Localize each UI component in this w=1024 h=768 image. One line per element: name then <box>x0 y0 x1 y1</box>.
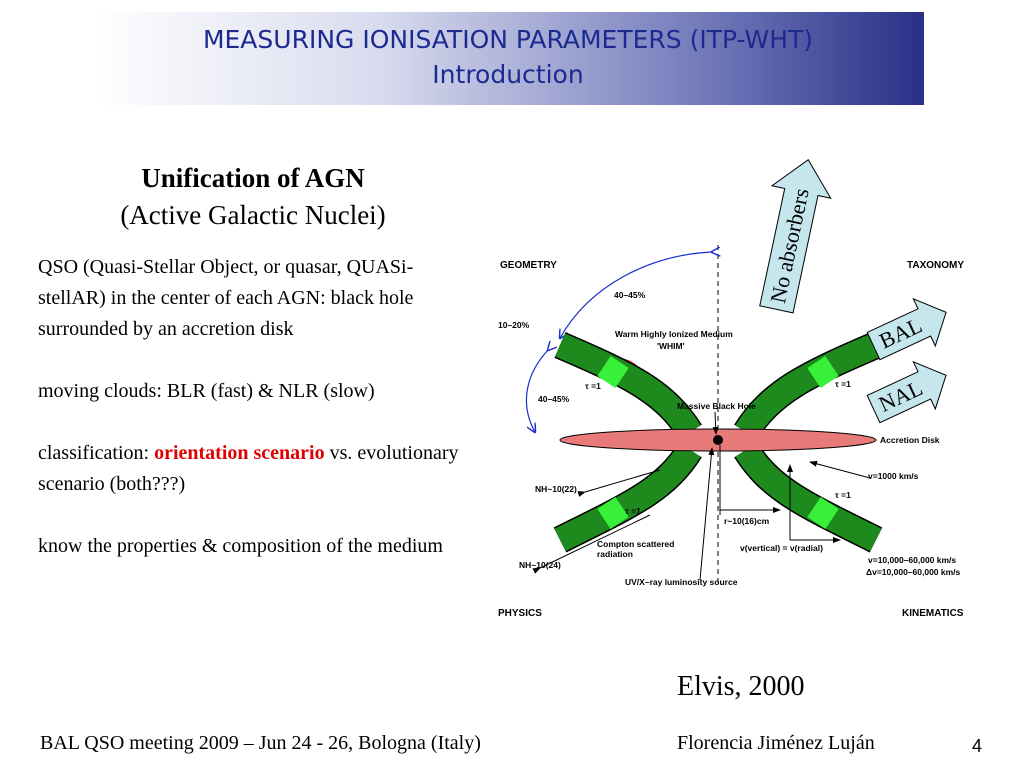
label: τ =1 <box>585 381 601 391</box>
subtitle: Introduction <box>432 60 584 89</box>
page-number: 4 <box>972 736 983 756</box>
label: 10–20% <box>498 320 530 330</box>
label: v(vertical) = v(radial) <box>740 543 823 553</box>
label: Compton scattered <box>597 539 674 549</box>
black-hole <box>713 435 723 445</box>
highlight: orientation scenario <box>154 442 325 464</box>
footer-author: Florencia Jiménez Luján <box>677 732 875 754</box>
label: radiation <box>597 549 633 559</box>
label: Accretion Disk <box>880 435 940 445</box>
paragraph: QSO (Quasi-Stellar Object, or quasar, QU… <box>38 256 414 340</box>
label: Massive Black Hole <box>677 401 756 411</box>
left-column: Unification of AGN (Active Galactic Nucl… <box>38 160 478 593</box>
label: r~10(16)cm <box>724 516 770 526</box>
paragraph: know the properties & composition of the… <box>38 535 443 557</box>
angle-arc <box>560 252 712 338</box>
label: 40–45% <box>538 394 570 404</box>
title: MEASURING IONISATION PARAMETERS (ITP-WHT… <box>202 25 814 54</box>
label: τ =1 <box>835 490 851 500</box>
outflows <box>553 332 883 553</box>
pointers <box>532 411 871 581</box>
corner-label: KINEMATICS <box>902 608 964 619</box>
label: τ =1 <box>625 506 641 516</box>
paragraph: moving clouds: BLR (fast) & NLR (slow) <box>38 380 375 402</box>
text: vs. evolutionary scenario (both???) <box>38 442 459 495</box>
corner-label: PHYSICS <box>498 608 542 619</box>
corner-label: GEOMETRY <box>500 260 557 271</box>
arrow: No absorbers <box>759 158 832 314</box>
label: 'WHIM' <box>657 341 685 351</box>
corner-label: TAXONOMY <box>907 260 964 271</box>
credit: Elvis, 2000 <box>677 671 805 702</box>
angle-arc <box>525 350 548 432</box>
label: NH~10(24) <box>519 560 561 570</box>
subheading: (Active Galactic Nuclei) <box>120 200 386 230</box>
label: τ =1 <box>835 379 851 389</box>
label: NH~10(22) <box>535 484 577 494</box>
paragraph: classification: orientation scenario vs.… <box>38 438 470 500</box>
heading: Unification of AGN <box>141 163 365 193</box>
label: UV/X–ray luminosity source <box>625 577 738 587</box>
label: Warm Highly Ionized Medium <box>615 329 733 339</box>
text: classification: <box>38 442 155 464</box>
label: 40–45% <box>614 290 646 300</box>
label: Δv=10,000–60,000 km/s <box>866 567 961 577</box>
label: v=10,000–60,000 km/s <box>868 555 956 565</box>
arrow: NAL <box>866 360 947 424</box>
footer-event: BAL QSO meeting 2009 – Jun 24 - 26, Bolo… <box>40 732 481 754</box>
label: v=1000 km/s <box>868 471 919 481</box>
header: MEASURING IONISATION PARAMETERS (ITP-WHT… <box>92 12 924 105</box>
